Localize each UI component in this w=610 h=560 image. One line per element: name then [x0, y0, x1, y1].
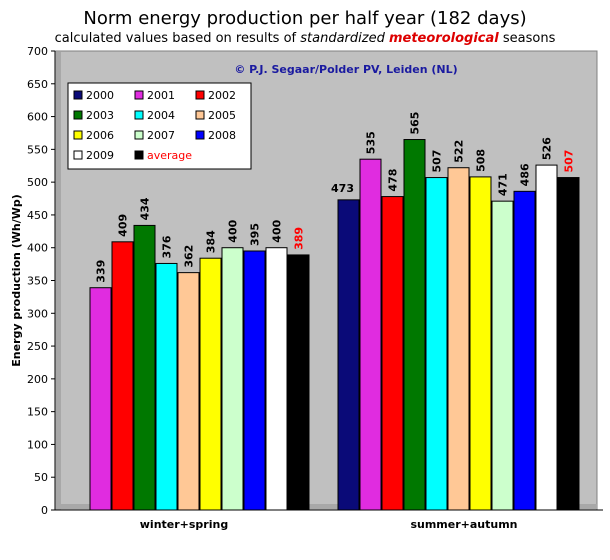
y-axis-label: Energy production (Wh/Wp)	[10, 194, 23, 366]
legend-swatch	[134, 130, 144, 140]
plot-wall-shade	[56, 52, 61, 510]
legend-label: 2008	[208, 129, 236, 142]
bar	[177, 272, 200, 511]
data-label: 376	[161, 235, 174, 258]
data-label: 507	[563, 150, 576, 173]
legend-label: 2001	[147, 89, 175, 102]
legend-swatch	[73, 90, 83, 100]
data-label: 400	[271, 219, 284, 242]
legend-label: 2007	[147, 129, 175, 142]
x-category-label: winter+spring	[140, 518, 228, 531]
data-label: 478	[387, 169, 400, 192]
legend-swatch	[134, 150, 144, 160]
data-label: 389	[293, 227, 306, 250]
bar	[265, 247, 288, 511]
y-tick-label: 400	[27, 242, 48, 255]
subtitle-part-5: seasons	[498, 31, 556, 46]
bar	[221, 247, 244, 511]
data-label: 473	[331, 182, 354, 195]
data-label: 395	[249, 223, 262, 246]
y-tick-label: 50	[34, 471, 48, 484]
plot-floor-shade	[56, 504, 597, 509]
data-label: 565	[409, 112, 422, 135]
data-label: 384	[205, 230, 218, 253]
y-tick-label: 700	[27, 45, 48, 58]
legend-swatch	[195, 90, 205, 100]
data-label: 409	[117, 214, 130, 237]
legend-swatch	[195, 110, 205, 120]
bar	[337, 199, 360, 511]
bar	[199, 257, 222, 511]
y-tick-label: 650	[27, 78, 48, 91]
legend-label: average	[147, 149, 192, 162]
data-label: 507	[431, 150, 444, 173]
y-tick-label: 450	[27, 209, 48, 222]
bar	[287, 254, 310, 511]
bar	[491, 200, 514, 511]
y-tick-label: 500	[27, 176, 48, 189]
y-tick-label: 600	[27, 111, 48, 124]
bar	[359, 158, 382, 511]
bar	[133, 224, 156, 511]
subtitle-part-2: standardized	[300, 31, 385, 46]
legend-box	[67, 82, 252, 170]
y-tick-label: 100	[27, 438, 48, 451]
y-tick-label: 250	[27, 340, 48, 353]
y-tick-label: 200	[27, 373, 48, 386]
data-label: 339	[95, 260, 108, 283]
chart-title: Norm energy production per half year (18…	[83, 8, 527, 29]
bar	[403, 139, 426, 511]
data-label: 522	[453, 140, 466, 163]
bar	[425, 177, 448, 511]
legend-swatch	[134, 90, 144, 100]
y-tick-label: 0	[41, 504, 48, 517]
y-tick-label: 550	[27, 143, 48, 156]
data-label: 434	[139, 197, 152, 220]
data-label: 400	[227, 219, 240, 242]
bar	[89, 287, 112, 511]
data-label: 508	[475, 149, 488, 172]
data-label: 535	[365, 131, 378, 154]
bar	[513, 190, 536, 511]
legend-label: 2004	[147, 109, 175, 122]
bar	[381, 196, 404, 511]
legend-label: 2005	[208, 109, 236, 122]
legend-swatch	[73, 110, 83, 120]
bar	[557, 177, 580, 511]
legend-swatch	[73, 130, 83, 140]
x-category-label: summer+autumn	[410, 518, 517, 531]
data-label: 486	[519, 163, 532, 186]
bar	[535, 164, 558, 511]
legend-label: 2002	[208, 89, 236, 102]
data-label: 362	[183, 245, 196, 268]
bar	[243, 250, 266, 511]
legend-label: 2006	[86, 129, 114, 142]
bar	[469, 176, 492, 511]
copyright-note: © P.J. Segaar/Polder PV, Leiden (NL)	[234, 63, 457, 76]
bar	[155, 262, 178, 511]
legend-swatch	[134, 110, 144, 120]
y-tick-label: 350	[27, 275, 48, 288]
bar	[111, 241, 134, 511]
bar	[447, 167, 470, 511]
legend-swatch	[73, 150, 83, 160]
legend-label: 2000	[86, 89, 114, 102]
subtitle-part-1: calculated values based on results of	[54, 31, 301, 46]
chart-subtitle: calculated values based on results of st…	[0, 31, 610, 46]
legend-label: 2009	[86, 149, 114, 162]
legend-swatch	[195, 130, 205, 140]
data-label: 526	[541, 137, 554, 160]
y-tick-label: 300	[27, 307, 48, 320]
y-tick-label: 150	[27, 406, 48, 419]
legend-label: 2003	[86, 109, 114, 122]
subtitle-part-4: meteorological	[388, 31, 499, 46]
data-label: 471	[497, 173, 510, 196]
